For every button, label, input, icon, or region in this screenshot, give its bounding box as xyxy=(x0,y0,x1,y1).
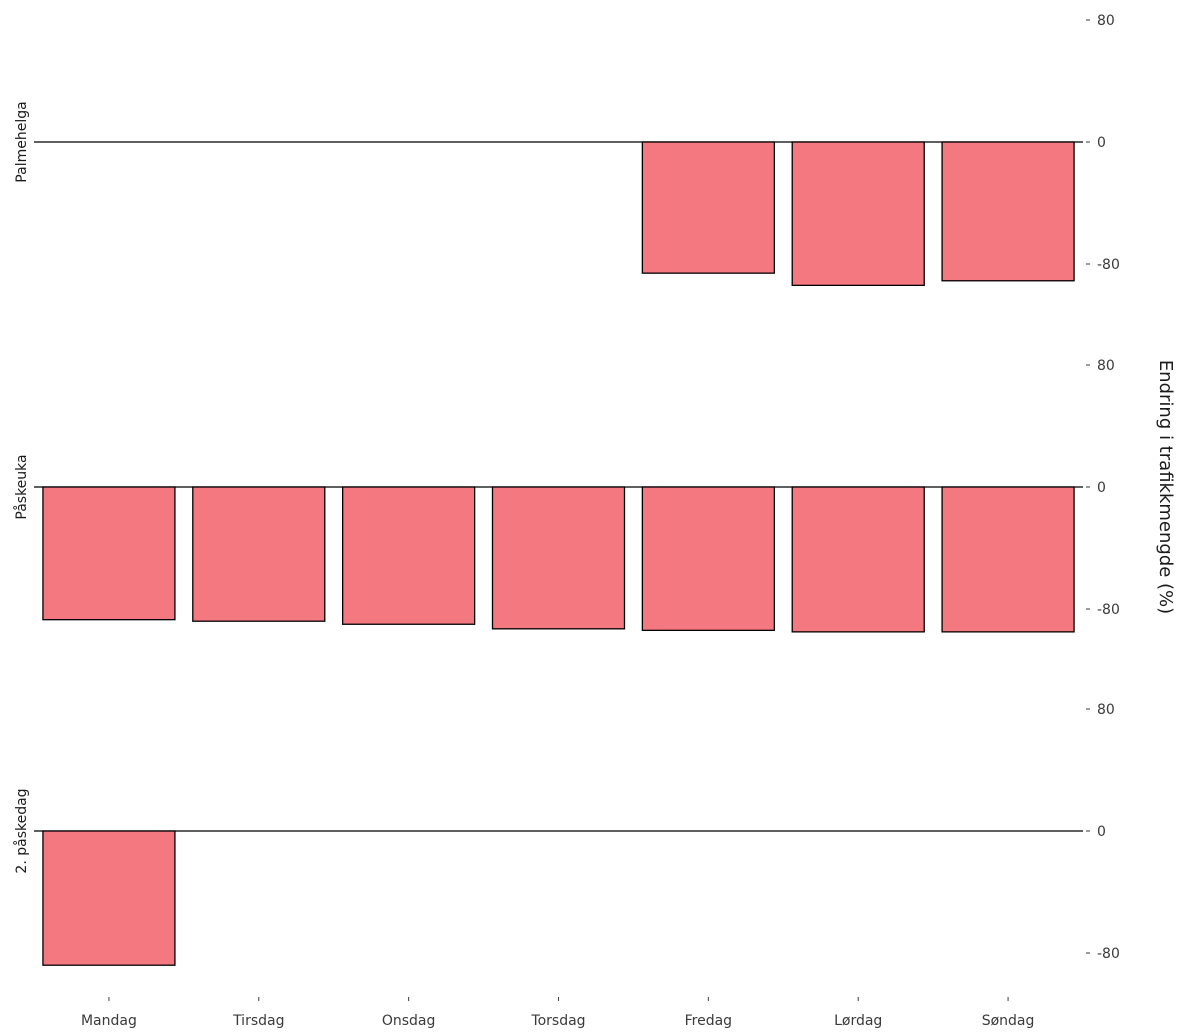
facet-1-y-tick-label: -80 xyxy=(1097,257,1120,273)
facet-2-y-tick-label: 0 xyxy=(1097,480,1106,496)
x-tick-label: Mandag xyxy=(81,1013,137,1029)
x-tick-label: Onsdag xyxy=(382,1013,436,1029)
facet-2-bar xyxy=(791,486,925,633)
facet-2-y-tick-label: -80 xyxy=(1097,602,1120,618)
facet-3-y-tick-label: -80 xyxy=(1097,946,1120,962)
facet-3-bar xyxy=(42,830,176,966)
facet-1-bar xyxy=(941,141,1075,282)
facet-2-label: Påskeuka xyxy=(13,454,30,519)
y-axis-title: Endring i trafikkmengde (%) xyxy=(1155,360,1176,614)
facet-3-y-tick-label: 80 xyxy=(1097,702,1115,718)
facet-1-label: Palmehelga xyxy=(14,101,30,182)
facet-2-bar xyxy=(641,486,776,632)
facet-1-bar xyxy=(791,141,925,287)
facet-2-y-tick-label: 80 xyxy=(1097,358,1115,374)
facet-1-y-tick-label: 0 xyxy=(1097,135,1106,151)
facet-2-bar xyxy=(941,486,1075,633)
facet-2-bar xyxy=(491,486,626,630)
facet-3-y-tick-label: 0 xyxy=(1097,824,1106,840)
x-tick-label: Fredag xyxy=(685,1013,732,1029)
facet-2-bar xyxy=(341,486,476,625)
facet-2-bar xyxy=(192,486,326,622)
facet-2-bar xyxy=(42,486,176,621)
x-tick-label: Tirsdag xyxy=(232,1013,284,1029)
facet-3-label: 2. påskedag xyxy=(13,788,30,873)
x-tick-label: Lørdag xyxy=(834,1013,882,1029)
x-tick-label: Søndag xyxy=(982,1013,1035,1029)
facet-1-y-tick-label: 80 xyxy=(1097,13,1115,29)
facet-1-bar xyxy=(641,141,776,274)
x-tick-label: Torsdag xyxy=(530,1013,585,1029)
